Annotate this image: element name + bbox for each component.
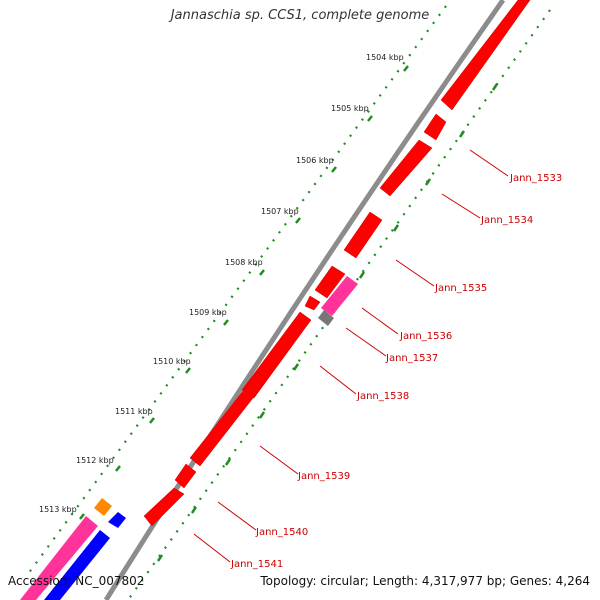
- scale-label: 1510 kbp: [153, 357, 191, 366]
- map-title: Jannaschia sp. CCS1, complete genome: [170, 8, 430, 23]
- gene-arrow-grey: [318, 310, 334, 326]
- gene-arrow-pink-large: [20, 516, 98, 600]
- scale-labels: 1504 kbp 1505 kbp 1506 kbp 1507 kbp 1508…: [39, 53, 404, 514]
- gene-arrow: [174, 463, 197, 489]
- scale-label: 1506 kbp: [296, 156, 334, 165]
- gene-label[interactable]: Jann_1536: [399, 331, 452, 342]
- scale-label: 1504 kbp: [366, 53, 404, 62]
- gene-arrow-blue-small: [108, 512, 126, 528]
- scale-label: 1508 kbp: [225, 258, 263, 267]
- gene-arrow-blue-large: [44, 530, 110, 600]
- gene-arrow: [314, 265, 346, 299]
- gene-arrow: [440, 0, 531, 111]
- scale-label: 1507 kbp: [261, 207, 299, 216]
- scale-dotted-outer: [27, 5, 447, 575]
- scale-label: 1513 kbp: [39, 505, 77, 514]
- gene-arrow: [304, 295, 321, 311]
- accession-text: Accession: NC_007802: [8, 574, 145, 588]
- gene-label[interactable]: Jann_1540: [255, 527, 308, 538]
- gene-label[interactable]: Jann_1537: [385, 353, 438, 364]
- gene-label[interactable]: Jann_1534: [480, 215, 533, 226]
- gene-label[interactable]: Jann_1539: [297, 471, 350, 482]
- gene-label[interactable]: Jann_1533: [509, 173, 562, 184]
- gene-arrow: [189, 371, 268, 467]
- inner-major-ticks: [156, 83, 499, 562]
- label-leaders: [193, 149, 509, 563]
- genome-summary-text: Topology: circular; Length: 4,317,977 bp…: [260, 574, 590, 588]
- gene-arrow: [379, 139, 433, 197]
- scale-label: 1511 kbp: [115, 407, 153, 416]
- gene-arrow: [143, 487, 185, 527]
- gene-label[interactable]: Jann_1535: [434, 283, 487, 294]
- scale-label: 1509 kbp: [189, 308, 227, 317]
- scale-label: 1505 kbp: [331, 104, 369, 113]
- gene-arrow: [423, 113, 447, 141]
- gene-arrow-pink: [321, 276, 358, 316]
- gene-label[interactable]: Jann_1541: [230, 559, 283, 570]
- gene-label[interactable]: Jann_1538: [356, 391, 409, 402]
- gene-arrow: [343, 211, 383, 259]
- gene-labels: Jann_1533 Jann_1534 Jann_1535 Jann_1536 …: [230, 173, 562, 570]
- gene-track-forward: [143, 0, 531, 527]
- scale-dotted-inner: [127, 9, 551, 600]
- scale-label: 1512 kbp: [76, 456, 114, 465]
- gene-arrow-orange: [94, 498, 112, 516]
- scale-major-ticks: [79, 65, 409, 520]
